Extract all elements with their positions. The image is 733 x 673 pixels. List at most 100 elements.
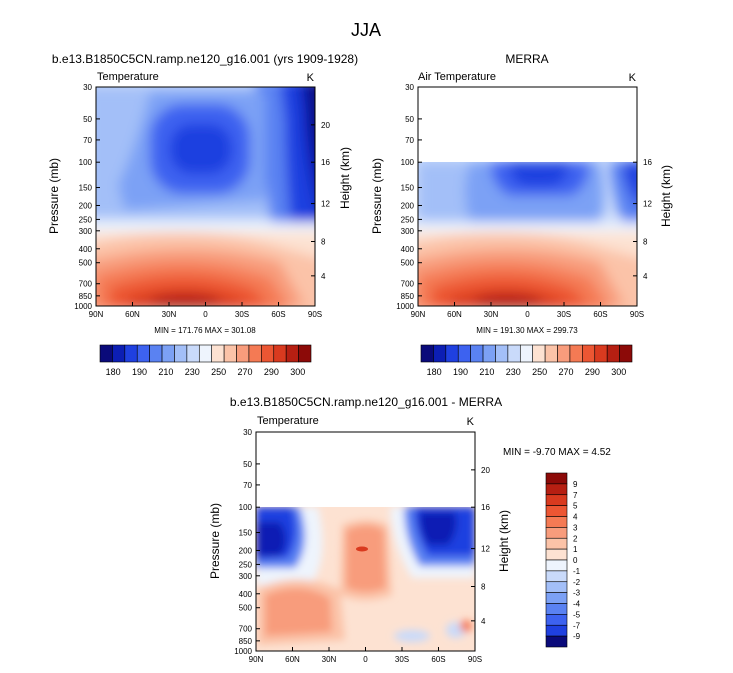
colorbar-label: 4 — [573, 513, 578, 522]
panel-model-left-label: Temperature — [97, 71, 159, 83]
y-tick-label: 50 — [243, 460, 252, 469]
colorbar-swatch — [545, 505, 568, 517]
colorbar-label: 250 — [532, 367, 547, 377]
colorbar-swatch — [519, 344, 534, 363]
colorbar-swatch — [532, 344, 546, 363]
y-tick-label: 400 — [79, 245, 93, 254]
colorbar-swatch — [545, 483, 568, 496]
panel-diff-axes: 305070100150200250300400500700850100090N… — [234, 428, 490, 664]
colorbar-swatch — [606, 344, 620, 363]
colorbar-swatch — [236, 344, 250, 363]
colorbar-swatch — [545, 516, 568, 528]
y-tick-label: 1000 — [396, 302, 414, 311]
figure-title: JJA — [351, 20, 381, 40]
colorbar-swatch — [124, 344, 138, 363]
colorbar-label: 210 — [158, 367, 173, 377]
y-tick-label: 850 — [239, 637, 253, 646]
y2-tick-label: 12 — [643, 200, 652, 209]
panel-model: b.e13.B1850C5CN.ramp.ne120_g16.001 (yrs … — [47, 52, 358, 335]
colorbar-swatch — [545, 624, 568, 637]
panel-diff-minmax: MIN = -9.70 MAX = 4.52 — [503, 447, 611, 458]
colorbar-label: 250 — [211, 367, 226, 377]
y-tick-label: 500 — [239, 604, 253, 613]
x-tick-label: 0 — [203, 310, 208, 319]
colorbar-label: 190 — [453, 367, 468, 377]
colorbar-swatch — [261, 344, 275, 363]
colorbar-label: 230 — [185, 367, 200, 377]
colorbar-label: 9 — [573, 480, 578, 489]
y-tick-label: 300 — [79, 227, 93, 236]
colorbar-swatch — [545, 559, 568, 572]
colorbar-swatch — [482, 344, 496, 363]
colorbar-label: 1 — [573, 545, 578, 554]
colorbar-label: 180 — [427, 367, 442, 377]
x-tick-label: 90S — [630, 310, 644, 319]
panel-diff-units: K — [467, 416, 475, 428]
panel-obs-title: MERRA — [505, 52, 548, 66]
colorbar-swatch — [582, 344, 596, 363]
x-tick-label: 30N — [322, 655, 337, 664]
x-tick-label: 30N — [484, 310, 499, 319]
y-tick-label: 850 — [79, 292, 93, 301]
colorbar-swatch — [545, 527, 568, 539]
y-tick-label: 150 — [79, 184, 93, 193]
colorbar-swatch — [507, 344, 521, 363]
y-tick-label: 50 — [405, 115, 414, 124]
colorbar-swatch — [211, 344, 225, 363]
colorbar-label: 270 — [238, 367, 253, 377]
panel-obs-minmax: MIN = 191.30 MAX = 299.73 — [476, 326, 578, 335]
y-tick-label: 250 — [401, 215, 415, 224]
y2-tick-label: 20 — [321, 121, 330, 130]
colorbar-swatch — [545, 570, 568, 583]
y-tick-label: 200 — [239, 546, 253, 555]
panel-obs-left-label: Air Temperature — [418, 71, 496, 83]
colorbar-swatch — [470, 344, 484, 363]
y-tick-label: 700 — [79, 280, 93, 289]
x-tick-label: 90N — [411, 310, 426, 319]
colorbar-swatch — [136, 344, 150, 363]
colorbar-swatch — [495, 344, 509, 363]
colorbar-swatch — [174, 344, 188, 363]
y-tick-label: 100 — [239, 503, 253, 512]
panel-model-ylabel: Pressure (mb) — [47, 158, 61, 234]
colorbar-label: -1 — [573, 567, 581, 576]
colorbar-label: 300 — [611, 367, 626, 377]
y-tick-label: 70 — [405, 136, 414, 145]
panel-diff-left-label: Temperature — [257, 415, 319, 427]
colorbar-label: -4 — [573, 600, 581, 609]
colorbar-swatch — [433, 344, 447, 363]
colorbar-diff: 9 7 5 43 2 1 0 -1 -2 -3 -4-5 -7 -9 — [545, 472, 581, 648]
y-tick-label: 1000 — [74, 302, 92, 311]
colorbar-label: 290 — [585, 367, 600, 377]
panel-model-minmax: MIN = 171.76 MAX = 301.08 — [154, 326, 256, 335]
y-tick-label: 250 — [79, 215, 93, 224]
y-tick-label: 30 — [83, 83, 92, 92]
x-tick-label: 30S — [557, 310, 571, 319]
colorbar-swatch — [457, 344, 471, 363]
colorbar-swatch — [298, 344, 312, 363]
x-tick-label: 60N — [285, 655, 300, 664]
colorbar-label: 0 — [573, 556, 578, 565]
x-tick-label: 60N — [447, 310, 462, 319]
x-tick-label: 90N — [249, 655, 264, 664]
y-tick-label: 100 — [401, 158, 415, 167]
x-tick-label: 30N — [162, 310, 177, 319]
y2-tick-label: 20 — [481, 466, 490, 475]
y-tick-label: 150 — [239, 529, 253, 538]
colorbar-swatch — [569, 344, 583, 363]
colorbar-label: -9 — [573, 632, 581, 641]
colorbar-swatch — [545, 548, 568, 561]
y-tick-label: 700 — [401, 280, 415, 289]
x-tick-label: 30S — [395, 655, 409, 664]
y-tick-label: 250 — [239, 560, 253, 569]
y-tick-label: 30 — [405, 83, 414, 92]
panel-model-axes: 305070100150200250300400500700850100090N… — [74, 83, 330, 319]
colorbar-label: 180 — [106, 367, 121, 377]
panel-diff: b.e13.B1850C5CN.ramp.ne120_g16.001 - MER… — [208, 395, 611, 664]
panel-obs-y2label: Height (km) — [659, 165, 673, 227]
y-tick-label: 30 — [243, 428, 252, 437]
y2-tick-label: 16 — [481, 503, 490, 512]
colorbar-swatch — [186, 344, 200, 363]
colorbar-swatch — [545, 614, 568, 626]
colorbar-swatch — [420, 344, 434, 363]
